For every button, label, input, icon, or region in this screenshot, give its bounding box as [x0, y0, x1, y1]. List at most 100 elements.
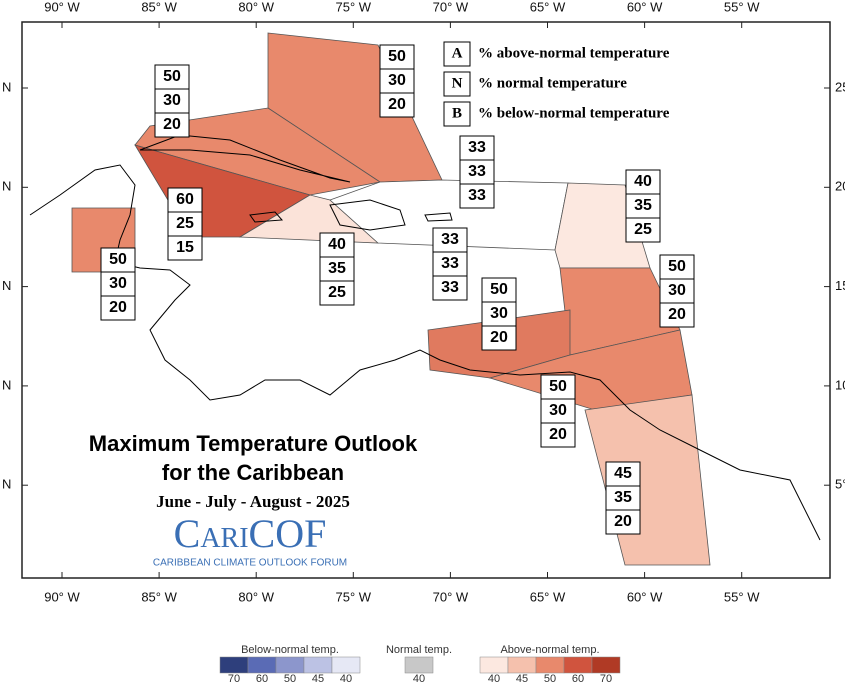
longitude-label: 65° W	[530, 0, 566, 14]
probability-box	[605, 509, 641, 535]
probability-value: 30	[549, 402, 567, 419]
probability-box	[459, 183, 495, 209]
probability-value: 25	[176, 215, 194, 232]
probability-value: 20	[668, 306, 686, 323]
probability-value: 35	[614, 489, 632, 506]
probability-box	[379, 44, 415, 70]
probability-box	[605, 461, 641, 487]
probability-value: 30	[388, 72, 406, 89]
latitude-label: N	[2, 179, 11, 194]
colorbar-tick: 50	[284, 673, 296, 684]
longitude-label: 60° W	[627, 589, 663, 604]
probability-box	[625, 193, 661, 219]
colorbar-swatch	[591, 656, 621, 674]
longitude-label: 85° W	[141, 589, 177, 604]
jamaica-coast	[249, 211, 284, 223]
probability-box	[625, 169, 661, 195]
probability-box	[625, 217, 661, 243]
probability-value: 33	[468, 139, 486, 156]
longitude-label: 60° W	[627, 0, 663, 14]
probability-value: 25	[328, 284, 346, 301]
longitude-label: 80° W	[238, 0, 274, 14]
probability-box	[659, 302, 695, 328]
probability-box	[432, 227, 468, 253]
colorbar-label: Normal temp.	[386, 644, 452, 656]
probability-value: 20	[163, 116, 181, 133]
probability-value: 50	[109, 251, 127, 268]
probability-box	[100, 247, 136, 273]
hispaniola-coast	[329, 199, 406, 231]
probability-box	[167, 235, 203, 261]
latitude-label: 20°	[835, 179, 845, 194]
probability-box	[459, 135, 495, 161]
probability-value: 33	[468, 187, 486, 204]
key-box	[443, 71, 471, 97]
longitude-label: 85° W	[141, 0, 177, 14]
probability-box	[167, 211, 203, 237]
probability-value: 30	[668, 282, 686, 299]
probability-value: 20	[614, 513, 632, 530]
probability-box	[540, 422, 576, 448]
probability-value: 30	[490, 305, 508, 322]
probability-box	[605, 485, 641, 511]
longitude-label: 90° W	[44, 0, 80, 14]
longitude-label: 75° W	[336, 0, 372, 14]
probability-box	[659, 254, 695, 280]
latitude-label: N	[2, 278, 11, 293]
probability-box	[154, 88, 190, 114]
probability-value: 35	[328, 260, 346, 277]
key-box	[443, 101, 471, 127]
probability-box	[432, 275, 468, 301]
key-letter: A	[452, 45, 463, 61]
latitude-label: N	[2, 79, 11, 94]
probability-box	[167, 187, 203, 213]
longitude-label: 75° W	[336, 589, 372, 604]
longitude-label: 70° W	[433, 589, 469, 604]
probability-value: 45	[614, 465, 632, 482]
probability-box	[540, 374, 576, 400]
colorbar-tick: 45	[516, 673, 528, 684]
colorbar-label: Above-normal temp.	[500, 644, 599, 656]
probability-value: 50	[388, 48, 406, 65]
longitude-label: 70° W	[433, 0, 469, 14]
probability-value: 50	[490, 281, 508, 298]
colorbar-swatch	[331, 656, 361, 674]
probability-value: 20	[490, 329, 508, 346]
probability-box	[379, 68, 415, 94]
colorbar-swatch	[507, 656, 537, 674]
colorbar-tick: 40	[488, 673, 500, 684]
probability-box	[459, 159, 495, 185]
probability-value: 20	[388, 96, 406, 113]
latitude-label: N	[2, 377, 11, 392]
key-text: % above-normal temperature	[478, 45, 670, 61]
probability-value: 40	[634, 173, 652, 190]
latitude-label: 25°	[835, 79, 845, 94]
probability-value: 33	[441, 255, 459, 272]
logo: CariCOF	[174, 511, 327, 556]
key-text: % below-normal temperature	[478, 105, 670, 121]
latitude-label: 15°	[835, 278, 845, 293]
probability-value: 20	[549, 426, 567, 443]
probability-value: 30	[163, 92, 181, 109]
coastlines	[29, 134, 821, 541]
logo-caption: CARIBBEAN CLIMATE OUTLOOK FORUM	[153, 558, 347, 569]
mainland-coast	[29, 164, 821, 541]
probability-value: 33	[441, 279, 459, 296]
colorbar-tick: 40	[340, 673, 352, 684]
colorbar-swatch	[404, 656, 434, 674]
colorbar-swatch	[479, 656, 509, 674]
colorbar-swatch	[563, 656, 593, 674]
colorbar-tick: 60	[572, 673, 584, 684]
key-letter: N	[452, 75, 463, 91]
probability-value: 25	[634, 221, 652, 238]
colorbar-swatch	[535, 656, 565, 674]
key-text: % normal temperature	[478, 75, 627, 91]
probability-box	[319, 232, 355, 258]
period: June - July - August - 2025	[156, 492, 350, 511]
latitude-label: 10°	[835, 377, 845, 392]
probability-value: 50	[549, 378, 567, 395]
colorbar-swatch	[275, 656, 305, 674]
